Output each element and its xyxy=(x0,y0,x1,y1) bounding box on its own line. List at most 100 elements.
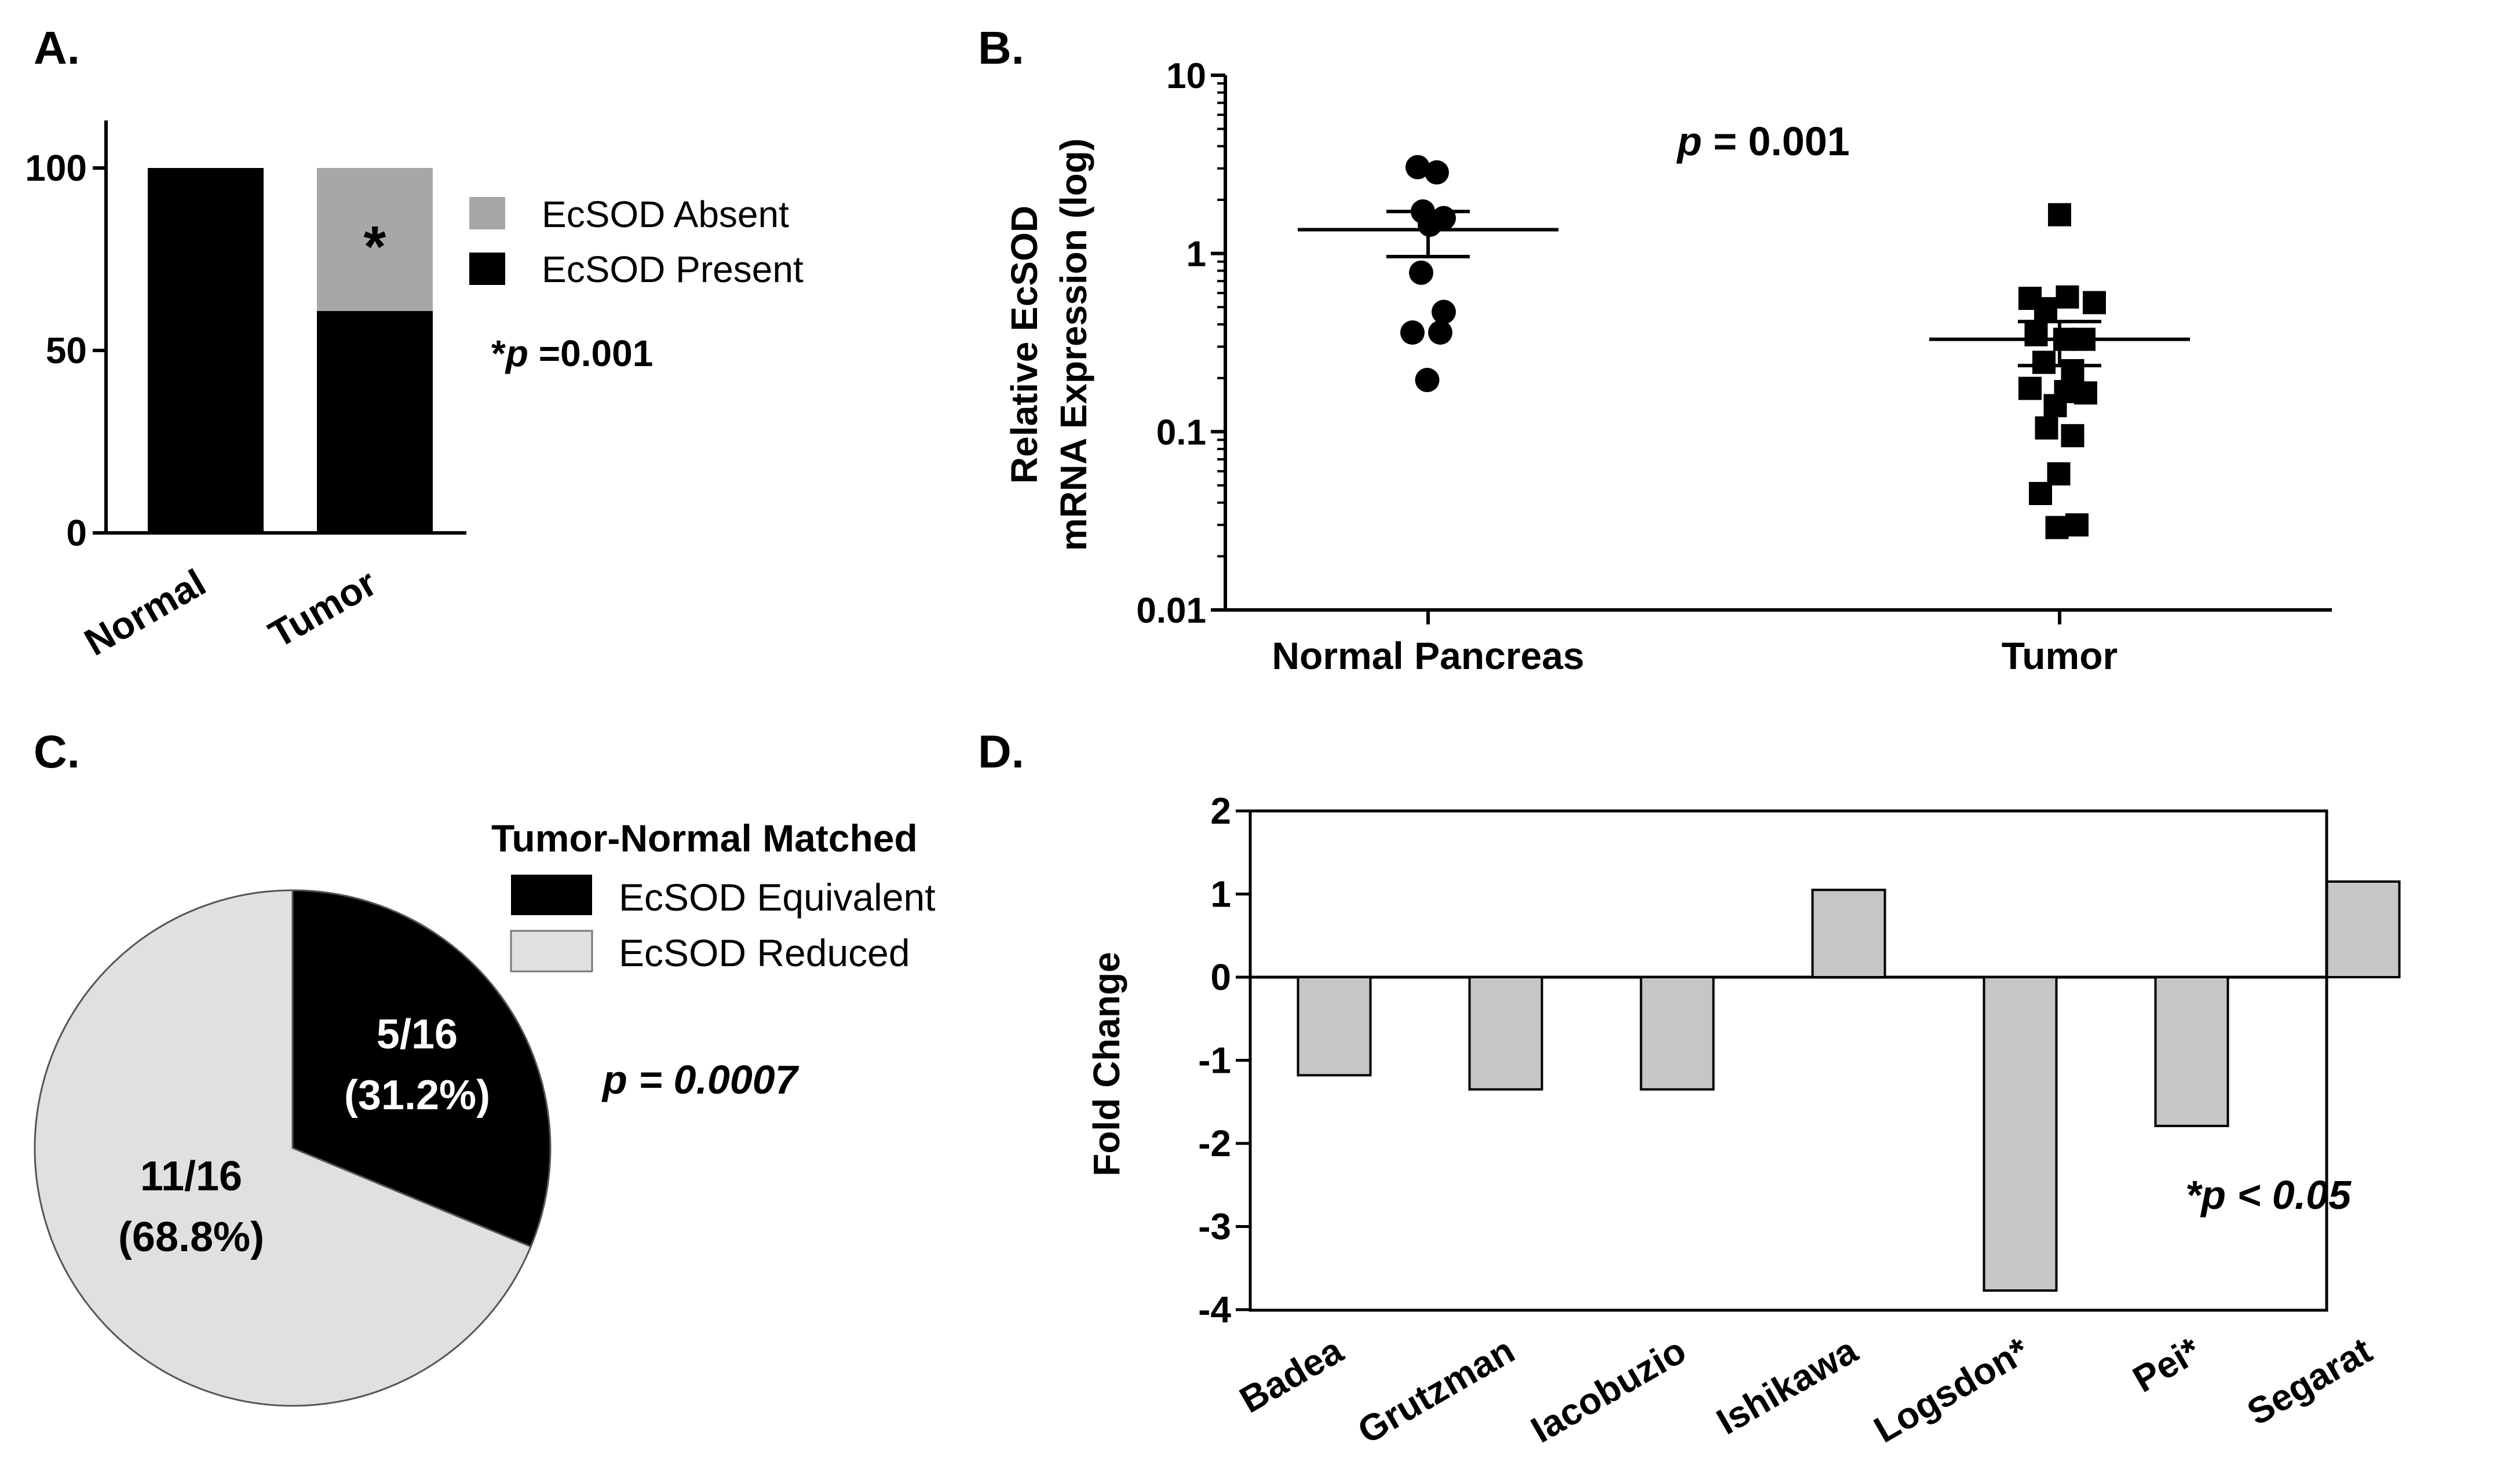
panel-a-significance-star: * xyxy=(364,214,386,279)
data-point-tumor-9 xyxy=(2032,350,2056,374)
data-point-tumor-3 xyxy=(2034,297,2057,320)
bar-tumor-ecsod-present xyxy=(317,310,433,533)
panel-d-y-axis-title: Fold Change xyxy=(1086,952,1127,1176)
data-point-normal-pancreas-8 xyxy=(1400,320,1425,345)
data-point-normal-pancreas-7 xyxy=(1432,299,1456,324)
data-point-tumor-5 xyxy=(2083,291,2106,315)
pie-label-reduced-percent: (68.8%) xyxy=(118,1214,264,1260)
pie-label-reduced-fraction: 11/16 xyxy=(140,1153,242,1200)
panel-b-scatter-plot: B. Relative EcSOD mRNA Expression (log) … xyxy=(978,22,2332,677)
y-tick-label-4: -4 xyxy=(1198,1289,1231,1331)
data-point-normal-pancreas-10 xyxy=(1415,368,1440,393)
data-point-tumor-11 xyxy=(2018,377,2042,400)
panel-b-pvalue: p = 0.001 xyxy=(1676,119,1850,164)
pie-label-equivalent-fraction: 5/16 xyxy=(377,1011,458,1058)
y-tick-label-0: 0 xyxy=(66,512,87,554)
panel-d-label: D. xyxy=(978,726,1024,777)
y-tick-label-1: 1 xyxy=(1187,235,1206,275)
panel-b-label: B. xyxy=(978,22,1024,74)
panel-c-pvalue: p = 0.0007 xyxy=(601,1057,800,1102)
bar-iacobuzio xyxy=(1640,976,1715,1091)
data-point-tumor-14 xyxy=(2074,381,2097,405)
bar-tumor-ecsod-absent xyxy=(317,168,433,311)
bar-logsdon xyxy=(1983,976,2058,1292)
panel-a-y-ticks: 0 50 100 xyxy=(25,147,106,554)
y-tick-label-2: -2 xyxy=(1198,1123,1231,1164)
x-label-badea: Badea xyxy=(1233,1329,1350,1421)
data-point-normal-pancreas-6 xyxy=(1409,260,1433,285)
panel-b-points xyxy=(1298,155,2190,539)
panel-b-x-ticks: Normal Pancreas Tumor xyxy=(1272,610,2118,677)
data-point-tumor-15 xyxy=(2035,416,2058,440)
bar-pei xyxy=(2154,976,2229,1127)
x-label-ishikawa: Ishikawa xyxy=(1710,1329,1864,1443)
panel-d-bars xyxy=(1297,880,2401,1292)
x-label-tumor: Tumor xyxy=(261,561,384,656)
data-point-tumor-6 xyxy=(2024,323,2048,346)
panel-d-bar-chart: D. Fold Change 2 1 0 -1 -2 -3 -4 Badea Grutzman… xyxy=(978,726,2401,1452)
x-label-normal: Normal xyxy=(77,561,213,664)
legend-swatch-ecsod-present xyxy=(469,253,505,285)
y-tick-label-100: 100 xyxy=(25,147,87,189)
panel-b-y-ticks: 0.01 0.1 1 10 xyxy=(1136,56,1225,631)
data-point-tumor-17 xyxy=(2047,462,2071,486)
pie-slice-ecsod-equivalent xyxy=(291,889,552,1248)
data-point-tumor-16 xyxy=(2061,424,2084,448)
y-tick-label-1: 1 xyxy=(1210,873,1231,915)
panel-a-label: A. xyxy=(34,22,80,74)
legend-label-ecsod-present: EcSOD Present xyxy=(542,248,804,290)
bar-badea xyxy=(1297,976,1372,1077)
panel-a-pvalue: *p =0.001 xyxy=(491,332,653,374)
legend-label-ecsod-reduced: EcSOD Reduced xyxy=(619,931,910,974)
panel-a-x-labels: Normal Tumor xyxy=(77,561,384,664)
y-tick-label-3: -3 xyxy=(1198,1206,1231,1248)
panel-d-pvalue: *p < 0.05 xyxy=(2185,1172,2352,1218)
legend-swatch-ecsod-reduced xyxy=(510,930,593,973)
legend-swatch-ecsod-equivalent xyxy=(511,875,592,915)
pie-legend-title: Tumor-Normal Matched xyxy=(491,817,918,860)
y-tick-label-50: 50 xyxy=(46,330,87,371)
x-label-logsdon: Logsdon* xyxy=(1867,1329,2036,1451)
x-tick-label-normal-pancreas: Normal Pancreas xyxy=(1272,634,1584,677)
data-point-tumor-13 xyxy=(2054,379,2078,403)
data-point-tumor-18 xyxy=(2029,482,2052,506)
data-point-normal-pancreas-5 xyxy=(1418,212,1442,237)
panel-a-bars xyxy=(148,168,433,533)
pie-label-equivalent-percent: (31.2%) xyxy=(344,1072,490,1119)
x-label-segarat: Segarat xyxy=(2240,1329,2379,1434)
y-tick-label-0-1: 0.1 xyxy=(1156,412,1206,452)
panel-d-x-labels: Badea Grutzman Iacobuzio Ishikawa Logsdon* Pe… xyxy=(1233,1329,2379,1452)
bar-segarat xyxy=(2326,880,2401,978)
legend-swatch-ecsod-absent xyxy=(469,197,505,229)
data-point-tumor-20 xyxy=(2045,516,2069,539)
bar-grutzman xyxy=(1468,976,1543,1091)
bar-ishikawa xyxy=(1811,889,1886,978)
panel-d-y-ticks: 2 1 0 -1 -2 -3 -4 xyxy=(1198,790,1250,1331)
data-point-tumor-8 xyxy=(2072,327,2096,351)
legend-label-ecsod-absent: EcSOD Absent xyxy=(542,193,789,235)
panel-a-stacked-bar-chart: A. 0 50 100 Normal Tumor * EcSOD Absent EcS… xyxy=(25,22,804,664)
y-tick-label-0-01: 0.01 xyxy=(1136,591,1206,631)
data-point-normal-pancreas-1 xyxy=(1405,155,1430,180)
x-label-grutzman: Grutzman xyxy=(1350,1329,1521,1452)
panel-c-label: C. xyxy=(34,726,80,777)
panel-c-pie-chart: C. 5/16 (31.2%) 11/16 (68.8%) Tumor-Norm… xyxy=(34,726,936,1407)
data-point-tumor-10 xyxy=(2061,359,2084,382)
y-tick-label-10: 10 xyxy=(1166,56,1206,96)
data-point-tumor-1 xyxy=(2048,203,2071,226)
y-tick-label-1: -1 xyxy=(1198,1040,1231,1081)
x-label-iacobuzio: Iacobuzio xyxy=(1524,1329,1693,1451)
data-point-tumor-19 xyxy=(2065,513,2089,537)
x-label-pei: Pei* xyxy=(2126,1329,2207,1401)
data-point-normal-pancreas-2 xyxy=(1425,160,1449,185)
x-tick-label-tumor: Tumor xyxy=(2002,634,2118,677)
panel-b-y-axis-title-line1: Relative EcSOD xyxy=(1003,206,1045,484)
data-point-normal-pancreas-9 xyxy=(1428,320,1452,345)
panel-c-pie xyxy=(34,889,552,1407)
y-tick-label-0: 0 xyxy=(1210,956,1231,998)
panel-b-y-axis-title-line2: mRNA Expression (log) xyxy=(1053,138,1094,551)
data-point-tumor-4 xyxy=(2056,285,2079,309)
bar-normal-ecsod-present xyxy=(148,168,264,533)
pie-slice-ecsod-reduced xyxy=(34,889,532,1407)
